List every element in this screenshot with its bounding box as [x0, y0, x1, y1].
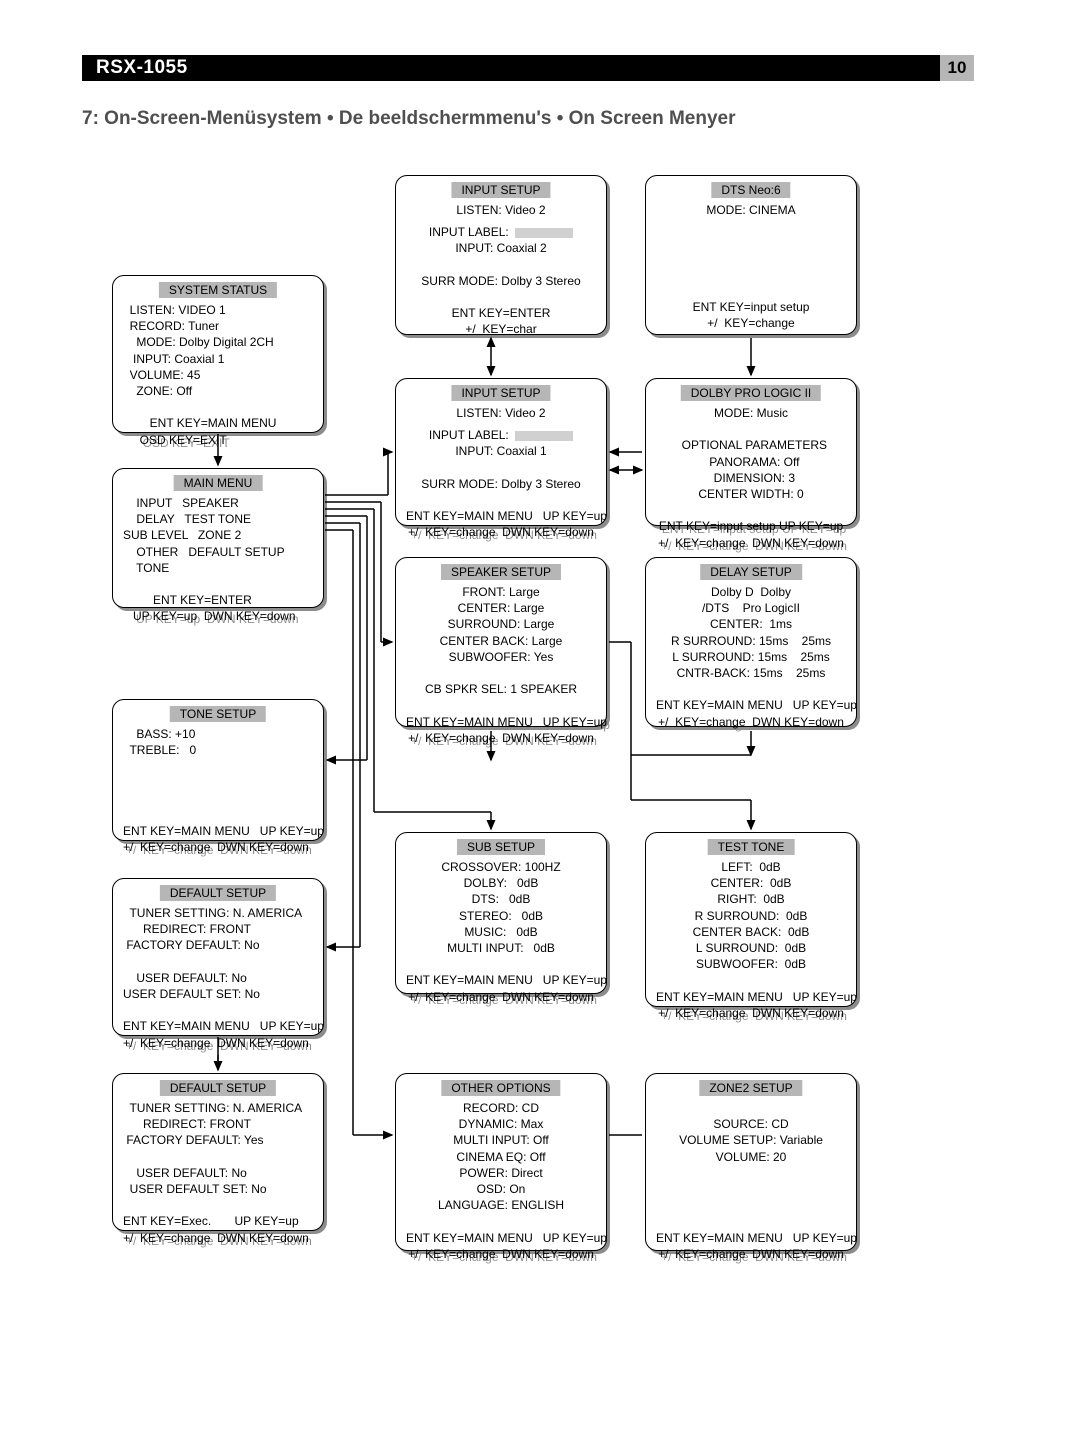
- box-title: TONE SETUP: [170, 706, 266, 722]
- input-label-blank: [515, 431, 573, 441]
- box-body: Dolby D Dolby /DTS Pro LogicII CENTER: 1…: [646, 584, 856, 718]
- box-title: SPEAKER SETUP: [441, 564, 561, 580]
- box-body: LISTEN: VIDEO 1 RECORD: Tuner MODE: Dolb…: [113, 302, 323, 424]
- menu-box-delay-setup: DELAY SETUP Dolby D Dolby /DTS Pro LogicI…: [645, 557, 857, 727]
- menu-box-default-setup-2: DEFAULT SETUP TUNER SETTING: N. AMERICA …: [112, 1073, 324, 1231]
- page-number-badge: 10: [940, 55, 974, 81]
- box-body: LISTEN: Video 2INPUT LABEL: INPUT: Coaxi…: [396, 405, 606, 517]
- box-body: MODE: Music OPTIONAL PARAMETERS PANORAMA…: [646, 405, 856, 517]
- box-body: INPUT SPEAKER DELAY TEST TONE SUB LEVEL …: [113, 495, 323, 599]
- menu-flow-diagram: SYSTEM STATUS LISTEN: VIDEO 1 RECORD: Tu…: [82, 160, 952, 1280]
- box-title: DEFAULT SETUP: [160, 885, 276, 901]
- box-title: DTS Neo:6: [711, 182, 790, 198]
- box-title: INPUT SETUP: [451, 182, 550, 198]
- menu-box-main-menu: MAIN MENU INPUT SPEAKER DELAY TEST TONE …: [112, 468, 324, 608]
- menu-box-other-options: OTHER OPTIONS RECORD: CD DYNAMIC: Max MUL…: [395, 1073, 607, 1251]
- box-body: LEFT: 0dB CENTER: 0dB RIGHT: 0dB R SURRO…: [646, 859, 856, 998]
- box-title: SUB SETUP: [457, 839, 545, 855]
- menu-box-dolby-pl2: DOLBY PRO LOGIC II MODE: Music OPTIONAL P…: [645, 378, 857, 526]
- menu-box-speaker-setup: SPEAKER SETUP FRONT: Large CENTER: Large …: [395, 557, 607, 727]
- input-label-blank: [515, 228, 573, 238]
- box-title: INPUT SETUP: [451, 385, 550, 401]
- box-body: LISTEN: Video 2INPUT LABEL: INPUT: Coaxi…: [396, 202, 606, 326]
- box-body: SOURCE: CD VOLUME SETUP: Variable VOLUME…: [646, 1100, 856, 1242]
- box-body: TUNER SETTING: N. AMERICA REDIRECT: FRON…: [113, 1100, 323, 1222]
- menu-box-default-setup-1: DEFAULT SETUP TUNER SETTING: N. AMERICA …: [112, 878, 324, 1036]
- box-body: MODE: CINEMA ENT KEY=input setup +/ KEY=…: [646, 202, 856, 326]
- menu-box-input-setup-2: INPUT SETUP LISTEN: Video 2INPUT LABEL: I…: [395, 378, 607, 526]
- menu-box-dts-neo6: DTS Neo:6 MODE: CINEMA ENT KEY=input setu…: [645, 175, 857, 335]
- menu-box-test-tone: TEST TONE LEFT: 0dB CENTER: 0dB RIGHT: 0d…: [645, 832, 857, 1007]
- box-title: DEFAULT SETUP: [160, 1080, 276, 1096]
- box-title: OTHER OPTIONS: [441, 1080, 560, 1096]
- box-title: DOLBY PRO LOGIC II: [681, 385, 821, 401]
- box-body: CROSSOVER: 100HZ DOLBY: 0dB DTS: 0dB STE…: [396, 859, 606, 985]
- box-title: SYSTEM STATUS: [159, 282, 277, 298]
- menu-box-input-setup-1: INPUT SETUP LISTEN: Video 2INPUT LABEL: I…: [395, 175, 607, 335]
- box-body: BASS: +10 TREBLE: 0 ENT KEY=MAIN MENU UP…: [113, 726, 323, 832]
- header-model: RSX-1055: [82, 57, 188, 79]
- menu-box-zone2-setup: ZONE2 SETUP SOURCE: CD VOLUME SETUP: Var…: [645, 1073, 857, 1251]
- box-body: FRONT: Large CENTER: Large SURROUND: Lar…: [396, 584, 606, 718]
- header-bar: RSX-1055: [82, 55, 940, 81]
- box-title: TEST TONE: [708, 839, 795, 855]
- input-label-row: INPUT LABEL:: [406, 427, 596, 443]
- box-title: ZONE2 SETUP: [699, 1080, 802, 1096]
- box-title: DELAY SETUP: [700, 564, 802, 580]
- section-title: 7: On-Screen-Menüsystem • De beeldscherm…: [82, 108, 736, 130]
- menu-box-sub-setup: SUB SETUP CROSSOVER: 100HZ DOLBY: 0dB DTS…: [395, 832, 607, 994]
- menu-box-tone-setup: TONE SETUP BASS: +10 TREBLE: 0 ENT KEY=M…: [112, 699, 324, 841]
- input-label-row: INPUT LABEL:: [406, 224, 596, 240]
- box-body: TUNER SETTING: N. AMERICA REDIRECT: FRON…: [113, 905, 323, 1027]
- box-title: MAIN MENU: [174, 475, 263, 491]
- menu-box-system-status: SYSTEM STATUS LISTEN: VIDEO 1 RECORD: Tu…: [112, 275, 324, 433]
- box-body: RECORD: CD DYNAMIC: Max MULTI INPUT: Off…: [396, 1100, 606, 1242]
